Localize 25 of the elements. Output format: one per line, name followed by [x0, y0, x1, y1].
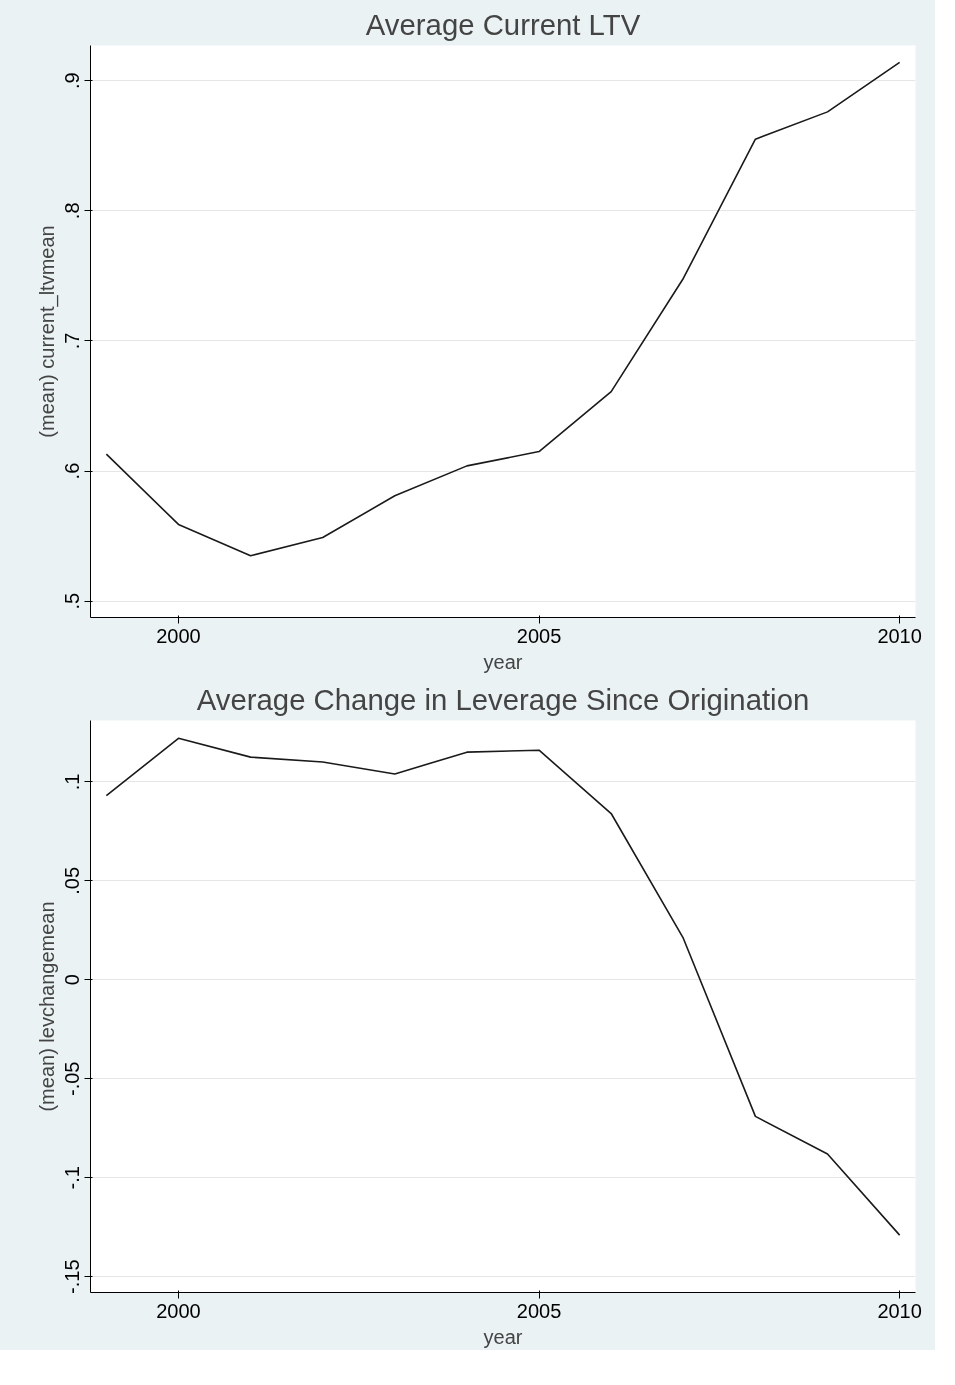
y-tick-label: .7 — [61, 332, 84, 350]
y-tick-label: 0 — [61, 974, 84, 986]
y-tick-label: .9 — [61, 72, 84, 89]
y-tick-label: -.05 — [61, 1061, 84, 1096]
x-tick-label: 2010 — [877, 624, 922, 647]
line-series — [105, 737, 901, 1236]
x-tick-label: 2010 — [877, 1299, 922, 1322]
x-axis-title: year — [483, 650, 523, 673]
y-tick-label: .1 — [61, 773, 84, 791]
x-tick-label: 2000 — [156, 1299, 201, 1322]
y-tick-label: .5 — [61, 592, 84, 610]
y-axis-title: (mean) current_ltvmean — [35, 225, 59, 438]
y-tick-label: -.1 — [61, 1166, 84, 1190]
chart-title: Average Current LTV — [365, 7, 641, 41]
x-tick-label: 2000 — [156, 624, 201, 647]
x-tick-label: 2005 — [516, 1299, 562, 1322]
y-tick-label: .8 — [61, 202, 84, 220]
y-axis-title: (mean) levchangemean — [35, 901, 58, 1112]
y-tick-label: -.15 — [61, 1259, 84, 1294]
y-tick-label: .05 — [61, 866, 84, 895]
line-series — [105, 61, 901, 557]
x-axis-title: year — [483, 1325, 523, 1348]
chart-title: Average Change in Leverage Since Origination — [196, 682, 810, 716]
x-tick-label: 2005 — [516, 624, 562, 647]
y-tick-label: .6 — [61, 462, 84, 480]
